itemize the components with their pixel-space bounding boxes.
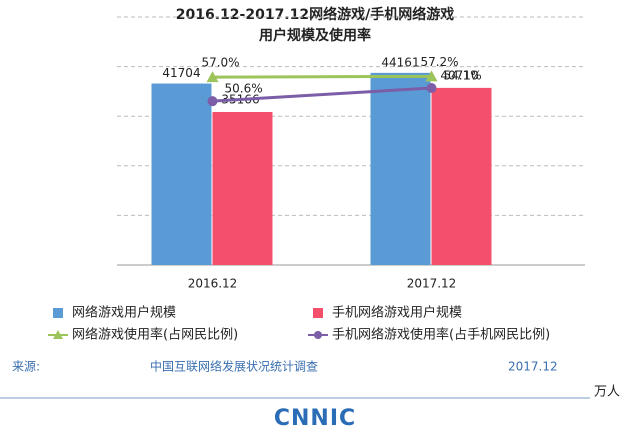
bar-label: 40710 bbox=[440, 68, 478, 82]
legend-label: 手机网络游戏用户规模 bbox=[332, 305, 462, 321]
marker bbox=[426, 83, 437, 94]
logo: CNNIC bbox=[274, 406, 356, 431]
date: 2017.12 bbox=[508, 360, 558, 374]
legend-marker bbox=[53, 330, 63, 339]
bar bbox=[431, 87, 492, 265]
bar-label: 44161 bbox=[381, 55, 419, 69]
bar bbox=[151, 83, 212, 265]
line bbox=[212, 86, 432, 103]
bar-label: 41704 bbox=[162, 66, 200, 80]
legend-swatch bbox=[53, 308, 63, 318]
line-label: 50.6% bbox=[225, 82, 263, 96]
x-tick-label: 2017.12 bbox=[407, 277, 457, 291]
source-label: 来源: bbox=[12, 360, 40, 374]
line-label: 57.2% bbox=[420, 55, 458, 69]
bar bbox=[212, 111, 273, 265]
legend-swatch bbox=[313, 308, 323, 318]
line bbox=[212, 74, 432, 79]
marker bbox=[206, 71, 219, 83]
legend-label: 手机网络游戏使用率(占手机网民比例) bbox=[332, 327, 550, 343]
legend-label: 网络游戏使用率(占网民比例) bbox=[72, 327, 238, 343]
source: 中国互联网络发展状况统计调查 bbox=[150, 359, 318, 374]
line-label: 57.0% bbox=[201, 56, 239, 70]
chart-title: 用户规模及使用率 bbox=[259, 27, 371, 44]
x-tick-label: 2016.12 bbox=[188, 277, 238, 291]
unit: 万人 bbox=[594, 385, 620, 400]
legend-marker bbox=[314, 331, 322, 339]
bar bbox=[370, 72, 431, 266]
line-label: 54.1% bbox=[444, 69, 482, 83]
legend-label: 网络游戏用户规模 bbox=[72, 305, 176, 321]
marker bbox=[425, 70, 438, 82]
marker bbox=[207, 96, 218, 107]
chart-title: 2016.12-2017.12网络游戏/手机网络游戏 bbox=[176, 6, 454, 23]
